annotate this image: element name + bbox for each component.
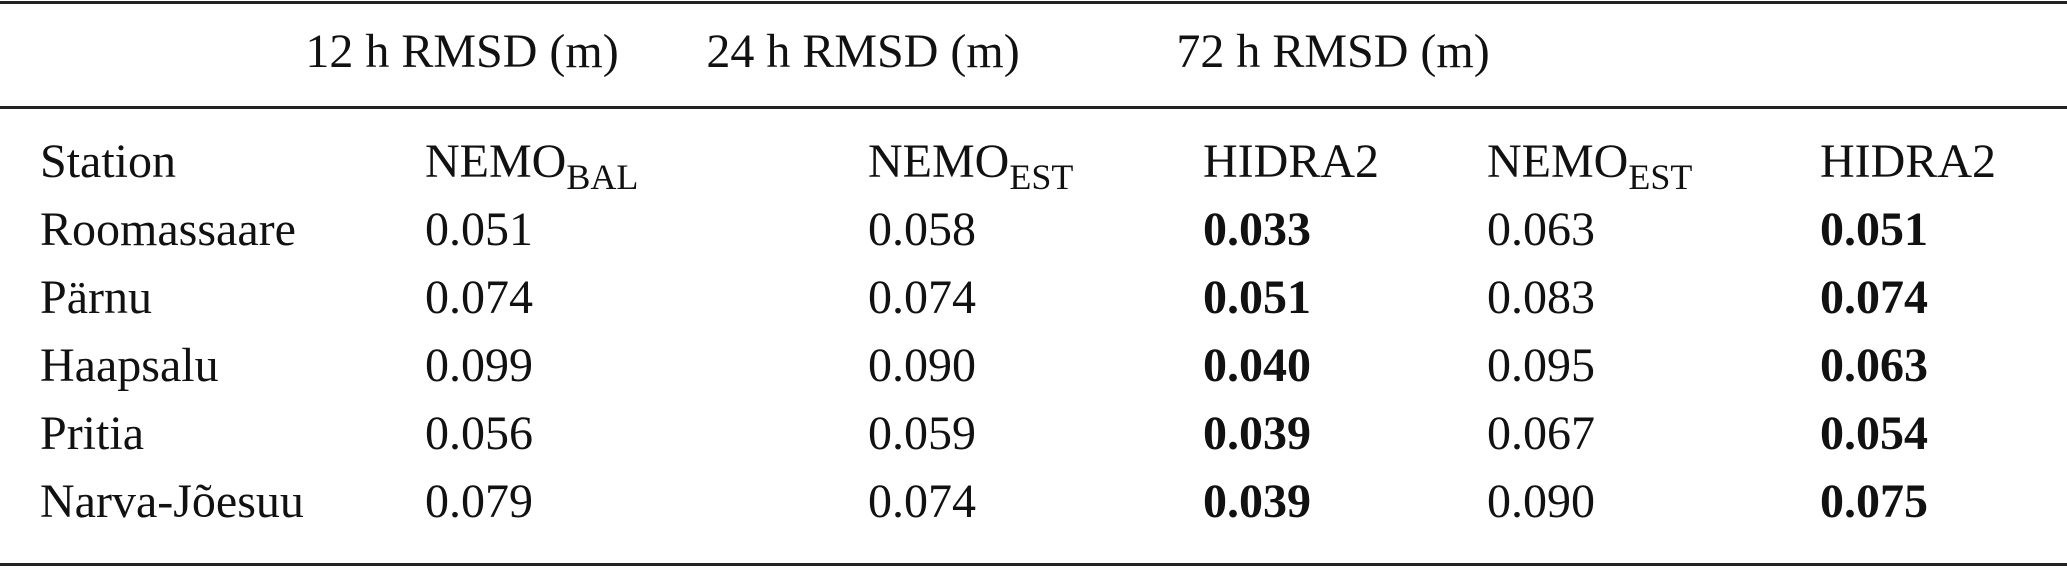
header-subscript: EST (1009, 157, 1074, 197)
rmsd-value: 0.075 (1820, 475, 1928, 528)
rmsd-value: 0.090 (1487, 475, 1595, 528)
station-name: Narva-Jõesuu (40, 475, 304, 528)
header-text: NEMO (1487, 135, 1629, 188)
column-header: NEMOEST (868, 135, 1073, 196)
rmsd-value: 0.039 (1203, 407, 1311, 460)
mid-rule (0, 106, 2067, 109)
rmsd-value: 0.033 (1203, 203, 1311, 256)
rmsd-value: 0.039 (1203, 475, 1311, 528)
header-subscript: BAL (566, 157, 639, 197)
rmsd-value: 0.056 (425, 407, 533, 460)
rmsd-value: 0.079 (425, 475, 533, 528)
header-text: NEMO (868, 135, 1010, 188)
group-header: 72 h RMSD (m) (1176, 25, 1490, 78)
header-text: HIDRA2 (1820, 135, 1996, 188)
column-header: HIDRA2 (1820, 138, 1996, 186)
top-rule (0, 1, 2067, 4)
station-name: Haapsalu (40, 339, 219, 392)
rmsd-value: 0.074 (425, 271, 533, 324)
rmsd-value: 0.083 (1487, 271, 1595, 324)
rmsd-value: 0.090 (868, 339, 976, 392)
rmsd-value: 0.058 (868, 203, 976, 256)
rmsd-value: 0.051 (1203, 271, 1311, 324)
rmsd-value: 0.054 (1820, 407, 1928, 460)
rmsd-value: 0.095 (1487, 339, 1595, 392)
rmsd-value: 0.099 (425, 339, 533, 392)
rmsd-value: 0.051 (425, 203, 533, 256)
station-name: Pritia (40, 407, 144, 460)
column-header: HIDRA2 (1203, 138, 1379, 186)
group-header: 12 h RMSD (m) (305, 25, 619, 78)
rmsd-value: 0.059 (868, 407, 976, 460)
header-text: NEMO (425, 135, 567, 188)
column-header: Station (40, 138, 176, 186)
column-header: NEMOBAL (425, 135, 638, 196)
group-header: 24 h RMSD (m) (706, 25, 1020, 78)
rmsd-value: 0.074 (1820, 271, 1928, 324)
rmsd-value: 0.051 (1820, 203, 1928, 256)
column-header: NEMOEST (1487, 135, 1692, 196)
header-text: Station (40, 135, 177, 188)
header-text: HIDRA2 (1203, 135, 1379, 188)
station-name: Pärnu (40, 271, 152, 324)
rmsd-value: 0.063 (1820, 339, 1928, 392)
rmsd-value: 0.067 (1487, 407, 1595, 460)
rmsd-value: 0.040 (1203, 339, 1311, 392)
station-name: Roomassaare (40, 203, 296, 256)
bottom-rule (0, 563, 2067, 566)
header-subscript: EST (1628, 157, 1693, 197)
rmsd-value: 0.063 (1487, 203, 1595, 256)
rmsd-value: 0.074 (868, 475, 976, 528)
rmsd-value: 0.074 (868, 271, 976, 324)
